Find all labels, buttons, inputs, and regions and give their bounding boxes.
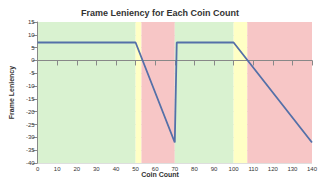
svg-text:50: 50 bbox=[132, 166, 139, 172]
svg-text:90: 90 bbox=[211, 166, 218, 172]
svg-text:-40: -40 bbox=[26, 160, 35, 166]
svg-text:20: 20 bbox=[73, 166, 80, 172]
svg-text:40: 40 bbox=[113, 166, 120, 172]
svg-text:140: 140 bbox=[307, 166, 318, 172]
svg-text:Frame Leniency: Frame Leniency bbox=[8, 66, 16, 119]
svg-text:-25: -25 bbox=[26, 122, 35, 128]
svg-text:30: 30 bbox=[93, 166, 100, 172]
svg-text:-30: -30 bbox=[26, 134, 35, 140]
svg-text:70: 70 bbox=[171, 166, 179, 172]
svg-text:10: 10 bbox=[28, 32, 35, 38]
svg-text:Coin Count: Coin Count bbox=[141, 171, 179, 178]
svg-text:130: 130 bbox=[287, 166, 298, 172]
svg-text:5: 5 bbox=[31, 45, 35, 51]
svg-text:Frame Leniency for Each Coin C: Frame Leniency for Each Coin Count bbox=[81, 8, 239, 18]
svg-text:0: 0 bbox=[31, 57, 35, 63]
svg-text:15: 15 bbox=[28, 19, 35, 25]
svg-text:-5: -5 bbox=[29, 70, 35, 76]
svg-text:-15: -15 bbox=[26, 96, 35, 102]
svg-text:10: 10 bbox=[54, 166, 61, 172]
svg-text:-35: -35 bbox=[26, 147, 35, 153]
svg-text:60: 60 bbox=[151, 166, 159, 172]
svg-text:100: 100 bbox=[229, 166, 240, 172]
svg-text:-10: -10 bbox=[26, 83, 35, 89]
svg-text:120: 120 bbox=[268, 166, 279, 172]
svg-text:110: 110 bbox=[248, 166, 258, 172]
svg-text:0: 0 bbox=[36, 166, 40, 172]
svg-text:80: 80 bbox=[191, 166, 198, 172]
svg-text:-20: -20 bbox=[26, 109, 35, 115]
